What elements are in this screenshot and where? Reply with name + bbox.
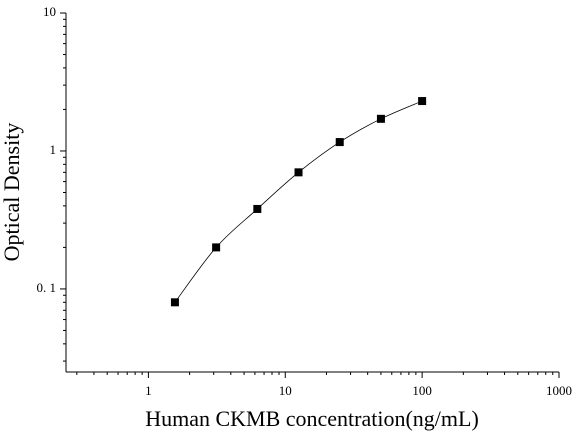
data-point xyxy=(376,114,385,123)
y-tick-label: 10 xyxy=(43,4,56,19)
data-point xyxy=(253,204,262,213)
x-tick-label: 100 xyxy=(412,383,432,398)
data-point xyxy=(294,168,303,177)
x-tick-label: 1000 xyxy=(546,383,572,398)
data-point xyxy=(212,243,221,252)
x-axis-title: Human CKMB concentration(ng/mL) xyxy=(145,406,479,431)
data-point xyxy=(418,97,427,106)
x-tick-label: 1 xyxy=(145,383,152,398)
data-point xyxy=(335,138,344,147)
x-tick-label: 10 xyxy=(279,383,292,398)
fit-curve xyxy=(174,100,423,303)
y-tick-label: 1 xyxy=(50,142,57,157)
data-point xyxy=(170,298,179,307)
y-tick-label: 0. 1 xyxy=(37,280,57,295)
y-axis-title: Optical Density xyxy=(0,123,24,262)
